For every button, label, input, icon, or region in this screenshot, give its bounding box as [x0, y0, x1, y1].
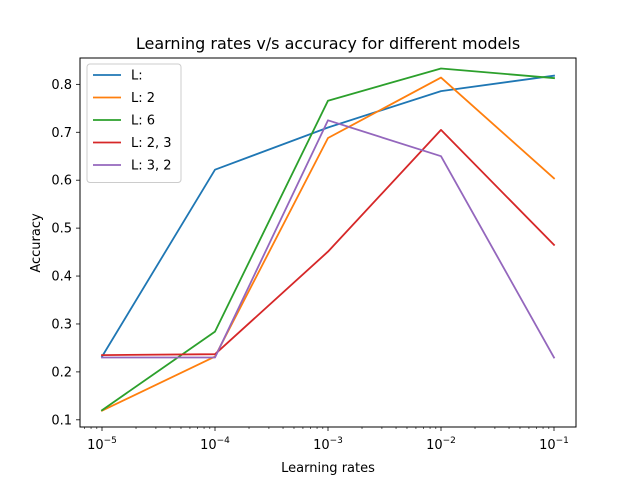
x-tick-label: 10−3 — [313, 436, 343, 453]
x-tick-label: 10−1 — [539, 436, 569, 453]
series-line-4 — [101, 128, 556, 357]
chart-title: Learning rates v/s accuracy for differen… — [136, 34, 520, 53]
legend-label: L: 2, 3 — [131, 136, 172, 151]
x-tick-label: 10−4 — [200, 436, 230, 453]
y-tick-label: 0.5 — [51, 222, 72, 237]
y-tick-label: 0.2 — [51, 365, 72, 380]
y-tick-label: 0.4 — [51, 270, 72, 285]
series-line-1 — [100, 74, 556, 358]
x-axis-ticks: 10−5 10−4 10−3 10−2 10−1 — [84, 427, 569, 453]
x-tick-label: 10−2 — [426, 436, 456, 453]
series-line-2 — [100, 76, 556, 412]
legend-box — [86, 63, 182, 183]
x-axis-label: Learning rates — [281, 461, 375, 476]
legend-label: L: 6 — [131, 114, 155, 129]
legend-label: L: 2 — [131, 91, 155, 106]
y-axis-ticks: 0.1 0.2 0.3 0.4 0.5 0.6 0.7 0.8 — [51, 78, 80, 428]
series-layer — [100, 67, 556, 412]
y-axis-label: Accuracy — [29, 213, 44, 273]
x-tick-label: 10−5 — [87, 436, 117, 453]
series-line-5 — [101, 119, 556, 359]
y-tick-label: 0.1 — [51, 413, 72, 428]
y-tick-label: 0.6 — [51, 174, 72, 189]
y-tick-label: 0.3 — [51, 317, 72, 332]
legend-label: L: — [131, 69, 143, 84]
legend-label: L: 3, 2 — [131, 159, 172, 174]
y-tick-label: 0.7 — [51, 126, 72, 141]
legend: L: L: 2 L: 6 L: 2, 3 L: 3, 2 — [86, 63, 182, 183]
y-tick-label: 0.8 — [51, 78, 72, 93]
